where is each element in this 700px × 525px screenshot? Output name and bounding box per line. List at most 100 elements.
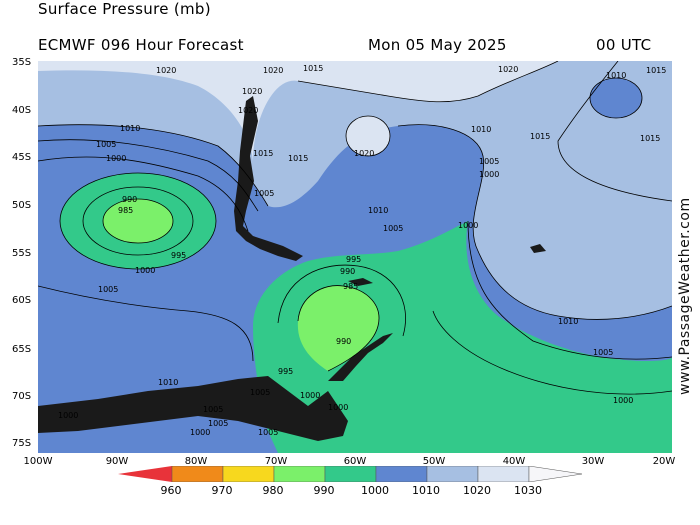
isobar-label: 985 (118, 206, 133, 215)
colorbar-swatch (273, 466, 326, 482)
colorbar-tick: 980 (262, 484, 284, 497)
isobar-label: 995 (278, 367, 293, 376)
lat-label: 45S (12, 152, 32, 163)
isobar-label: 1000 (328, 403, 348, 412)
lon-label: 50W (422, 456, 446, 467)
lon-label: 80W (184, 456, 208, 467)
isobar-label: 990 (340, 267, 355, 276)
isobar-label: 1000 (613, 396, 633, 405)
isobar-label: 1005 (383, 224, 403, 233)
lat-label: 65S (12, 344, 32, 355)
isobar-label: 1010 (158, 378, 178, 387)
isobar-labels: 1020 1020 1015 1020 1010 1015 1020 1020 … (58, 64, 666, 437)
isobar-label: 1015 (640, 134, 660, 143)
land-mass (530, 244, 546, 253)
colorbar-tick: 1020 (463, 484, 491, 497)
colorbar-tick: 1030 (514, 484, 542, 497)
isobar-lines (38, 61, 672, 395)
isobar-label: 1005 (250, 388, 270, 397)
isobar-label: 1000 (190, 428, 210, 437)
colorbar-swatch (375, 466, 428, 482)
isobar-label: 1005 (258, 428, 278, 437)
isobar-label: 1020 (242, 87, 262, 96)
lon-label: 20W (652, 456, 676, 467)
isobar-label: 1020 (238, 106, 258, 115)
isobar-label: 1000 (106, 154, 126, 163)
colorbar-tick: 990 (313, 484, 335, 497)
isobar-label: 1000 (479, 170, 499, 179)
isobar-label: 1015 (288, 154, 308, 163)
lat-label: 55S (12, 248, 32, 259)
isobar-label: 995 (346, 255, 361, 264)
lat-label: 75S (12, 438, 32, 449)
isobar-label: 990 (122, 195, 137, 204)
pressure-band-1020-plus (346, 116, 390, 156)
forecast-date: Mon 05 May 2025 (368, 36, 507, 54)
isobar-label: 1010 (606, 71, 626, 80)
isobar-label: 1005 (96, 140, 116, 149)
lat-label: 70S (12, 391, 32, 402)
isobar-label: 1015 (530, 132, 550, 141)
isobar-label: 1005 (479, 157, 499, 166)
lat-label: 40S (12, 105, 32, 116)
land-mass (348, 278, 373, 286)
model-forecast-label: ECMWF 096 Hour Forecast (38, 36, 244, 54)
isobar-label: 1000 (458, 221, 478, 230)
colorbar-swatch (222, 466, 275, 482)
lon-label: 70W (264, 456, 288, 467)
colorbar-tick: 960 (160, 484, 182, 497)
isobar-label: 1015 (303, 64, 323, 73)
colorbar-swatch (426, 466, 479, 482)
colorbar-swatch (477, 466, 530, 482)
isobar-label: 1010 (368, 206, 388, 215)
isobar-label: 1015 (253, 149, 273, 158)
pressure-band-980-990 (103, 199, 173, 243)
pressure-colorbar (118, 466, 582, 482)
isobar-label: 985 (343, 282, 358, 291)
colorbar-swatch (324, 466, 377, 482)
colorbar-swatch (118, 466, 172, 482)
lon-label: 90W (105, 456, 129, 467)
colorbar-tick: 1000 (361, 484, 389, 497)
pressure-map: 1020 1020 1015 1020 1010 1015 1020 1020 … (38, 61, 672, 453)
colorbar-tick: 1010 (412, 484, 440, 497)
isobar-label: 1005 (254, 189, 274, 198)
lon-label: 30W (581, 456, 605, 467)
pressure-band-1010-1020 (590, 78, 642, 118)
pressure-band-980-990 (297, 285, 379, 371)
forecast-hour: 00 UTC (596, 36, 652, 54)
isobar-label: 1000 (58, 411, 78, 420)
land-mass (328, 333, 393, 381)
site-watermark: www.PassageWeather.com (677, 197, 693, 395)
isobar-label: 1020 (498, 65, 518, 74)
colorbar-swatch (171, 466, 224, 482)
isobar-label: 1020 (263, 66, 283, 75)
pressure-band-990-1000 (253, 221, 672, 453)
isobar-label: 1020 (156, 66, 176, 75)
isobar-label: 1005 (98, 285, 118, 294)
isobar-label: 1005 (203, 405, 223, 414)
isobar-label: 1010 (120, 124, 140, 133)
lat-label: 35S (12, 57, 32, 68)
lon-label: 40W (502, 456, 526, 467)
colorbar-tick: 970 (211, 484, 233, 497)
lon-label: 100W (23, 456, 53, 467)
pressure-band-1020-plus (38, 61, 558, 161)
isobar-label: 1000 (135, 266, 155, 275)
isobar-label: 1020 (354, 149, 374, 158)
isobar-label: 1010 (558, 317, 578, 326)
lat-label: 50S (12, 200, 32, 211)
land-mass (38, 376, 348, 441)
map-title: Surface Pressure (mb) (38, 0, 211, 18)
isobar-label: 1005 (208, 419, 228, 428)
isobar-label: 990 (336, 337, 351, 346)
pressure-band-1010-1020 (38, 61, 672, 320)
isobar-label: 1015 (646, 66, 666, 75)
isobar-label: 1010 (471, 125, 491, 134)
land-mass (234, 96, 303, 261)
isobar-label: 1000 (300, 391, 320, 400)
colorbar-swatch (528, 466, 582, 482)
lat-label: 60S (12, 295, 32, 306)
isobar-label: 995 (171, 251, 186, 260)
lon-label: 60W (343, 456, 367, 467)
